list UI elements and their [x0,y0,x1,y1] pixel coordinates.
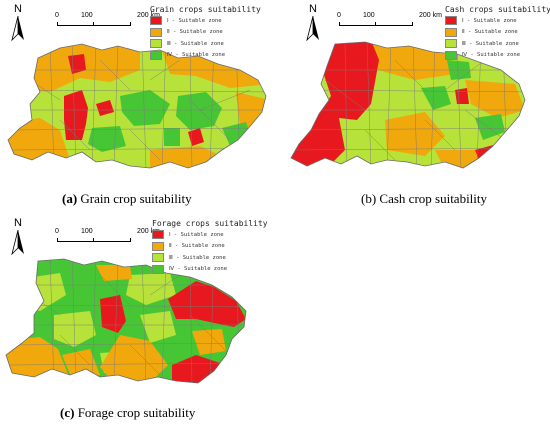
legend-item: Ⅳ - Suitable zone [150,50,261,62]
scale-tick-0: 0 [55,228,59,235]
north-arrow-icon [11,229,24,256]
scale-tick-200: 200 km [137,12,160,19]
map-grain-crops [7,43,267,169]
north-arrow-a: N [9,4,27,44]
legend-c: Forage crops suitability Ⅰ - Suitable zo… [152,219,268,275]
panel-b: N 0 100 200 km Cash crops suitability Ⅰ … [275,0,550,215]
legend-a: Grain crops suitability Ⅰ - Suitable zon… [150,5,261,61]
north-label: N [14,3,22,15]
scale-bar-c: 0 100 200 km [55,228,160,244]
map-forage-crops [5,258,247,384]
north-arrow-c: N [9,218,27,258]
scale-bar-a: 0 100 200 km [55,12,160,28]
legend-item: Ⅲ - Suitable zone [150,38,261,50]
scale-tick-200: 200 km [137,228,160,235]
scale-tick-100: 100 [81,12,93,19]
caption-c: (c) Forage crop suitability [60,405,196,420]
legend-item: Ⅲ - Suitable zone [152,252,268,264]
north-arrow-icon [11,15,24,42]
north-label: N [14,217,22,229]
scale-tick-100: 100 [363,12,375,19]
scale-tick-0: 0 [55,12,59,19]
panel-a: N 0 100 200 km Grain crops suitability Ⅰ… [0,0,275,215]
scale-tick-100: 100 [81,228,93,235]
legend-item: Ⅳ - Suitable zone [445,50,550,62]
legend-title: Grain crops suitability [150,5,261,14]
legend-title: Forage crops suitability [152,219,268,228]
legend-title: Cash crops suitability [445,5,550,14]
north-label: N [309,3,317,15]
legend-item: Ⅰ - Suitable zone [445,15,550,27]
legend-item: Ⅱ - Suitable zone [445,27,550,39]
legend-item: Ⅳ - Suitable zone [152,264,268,276]
north-arrow-icon [306,15,319,42]
scale-bar-b: 0 100 200 km [337,12,442,28]
caption-b: (b) Cash crop suitability [361,191,488,206]
legend-item: Ⅱ - Suitable zone [152,241,268,253]
north-arrow-b: N [304,4,322,44]
legend-item: Ⅲ - Suitable zone [445,38,550,50]
legend-item: Ⅰ - Suitable zone [152,229,268,241]
legend-b: Cash crops suitability Ⅰ - Suitable zone… [445,5,550,61]
caption-a: (a) Grain crop suitability [62,191,192,206]
scale-tick-0: 0 [337,12,341,19]
map-cash-crops [290,41,526,169]
scale-tick-200: 200 km [419,12,442,19]
legend-item: Ⅱ - Suitable zone [150,27,261,39]
legend-item: Ⅰ - Suitable zone [150,15,261,27]
panel-c: N 0 100 200 km Forage crops suitability … [0,215,275,426]
